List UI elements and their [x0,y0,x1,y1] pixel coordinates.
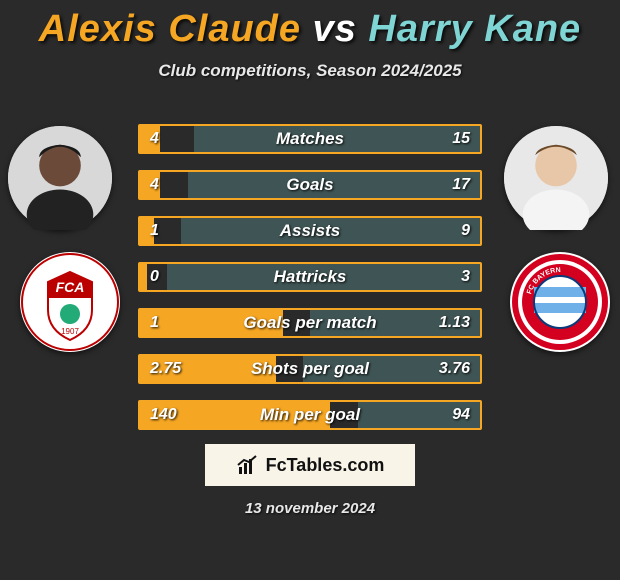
player2-name: Harry Kane [368,8,581,50]
stat-row: 2.753.76Shots per goal [138,354,482,384]
stat-row: 03Hattricks [138,262,482,292]
stat-label: Matches [140,126,480,152]
svg-text:FCA: FCA [56,279,85,295]
player2-avatar [504,126,608,230]
club1-crest: FCA 1907 [20,252,120,352]
stat-row: 14094Min per goal [138,400,482,430]
vs-text: vs [313,8,357,50]
chart-icon [236,453,260,477]
stats-container: 415Matches 417Goals 19Assists 03Hattricks 11… [138,124,482,446]
stat-label: Goals [140,172,480,198]
stat-label: Shots per goal [140,356,480,382]
stat-label: Min per goal [140,402,480,428]
player1-name: Alexis Claude [39,8,301,50]
club2-crest: FC BAYERN [510,252,610,352]
site-logo: FcTables.com [205,444,415,486]
stat-row: 19Assists [138,216,482,246]
date-text: 13 november 2024 [0,500,620,517]
stat-label: Assists [140,218,480,244]
svg-text:1907: 1907 [61,327,79,336]
stat-row: 417Goals [138,170,482,200]
club-crest-icon: FC BAYERN [510,252,610,352]
site-logo-text: FcTables.com [266,455,385,476]
person-icon [8,126,112,230]
player1-avatar [8,126,112,230]
stat-label: Goals per match [140,310,480,336]
stat-row: 415Matches [138,124,482,154]
club-crest-icon: FCA 1907 [20,252,120,352]
stat-row: 11.13Goals per match [138,308,482,338]
comparison-title: Alexis Claude vs Harry Kane [0,0,620,51]
person-icon [504,126,608,230]
stat-label: Hattricks [140,264,480,290]
subtitle: Club competitions, Season 2024/2025 [0,61,620,81]
